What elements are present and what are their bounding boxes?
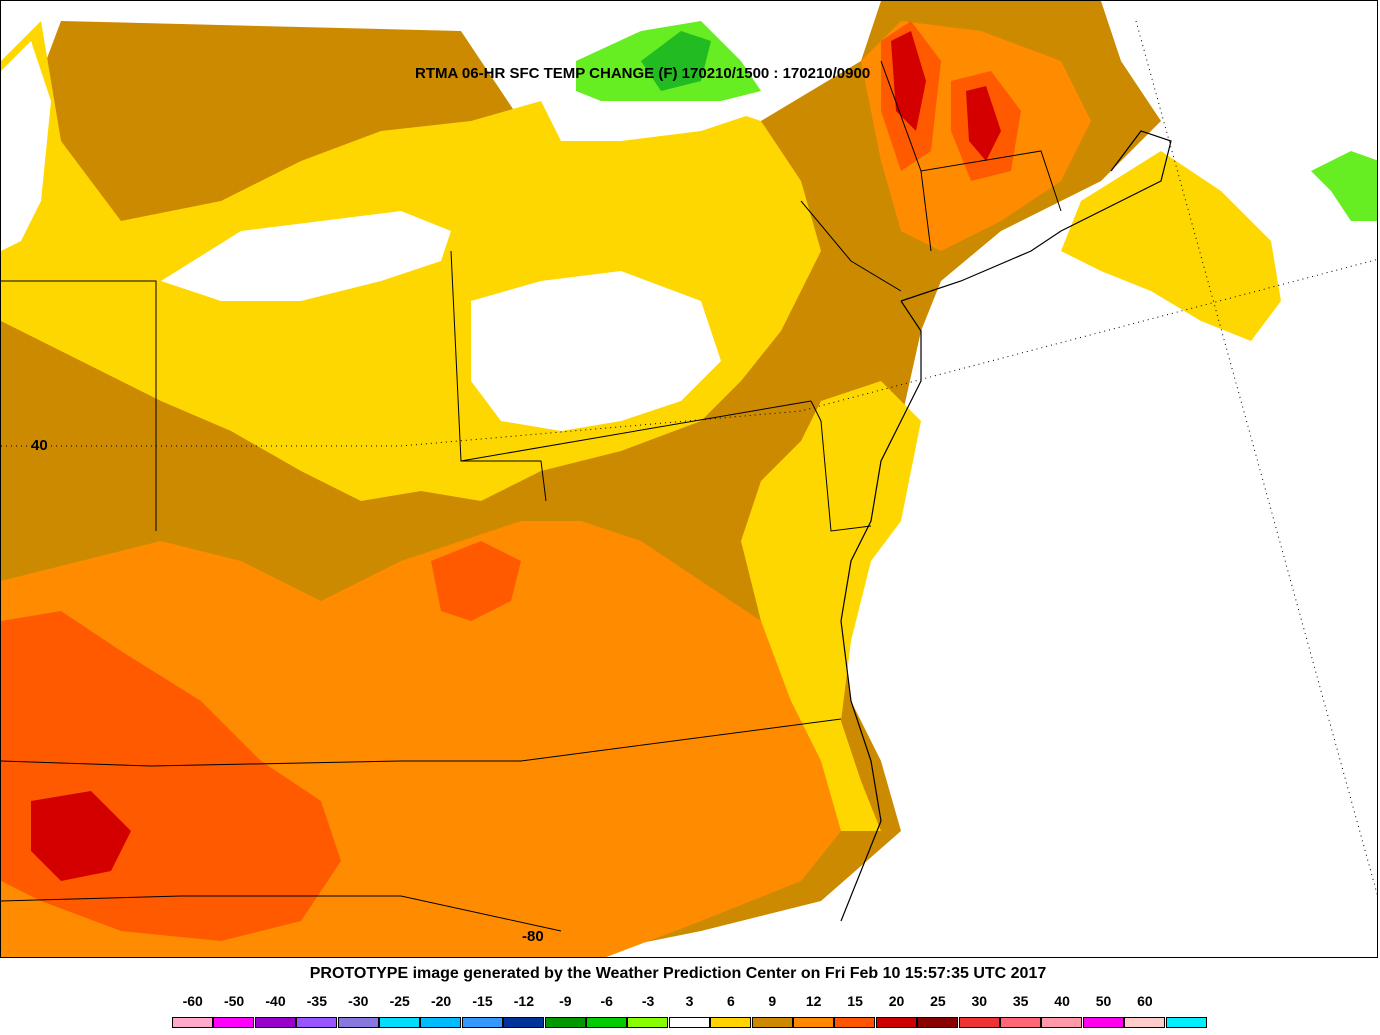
legend-label: -50 (223, 993, 245, 1009)
legend-label: -30 (348, 993, 369, 1009)
legend-label: 3 (685, 993, 694, 1009)
band-15-20-appalachia (31, 791, 131, 881)
map-panel: RTMA 06-HR SFC TEMP CHANGE (F) 170210/15… (0, 0, 1378, 958)
legend-label: 40 (1054, 993, 1070, 1009)
legend-label: -25 (389, 993, 410, 1009)
legend-swatch (710, 1017, 752, 1028)
legend-swatch (1082, 1017, 1124, 1028)
legend-swatch (379, 1017, 420, 1028)
band-15-20-nh (966, 86, 1001, 161)
legend-swatch (1041, 1017, 1083, 1028)
legend-swatch (668, 1017, 710, 1028)
legend-swatch (958, 1017, 1000, 1028)
legend-label: 15 (847, 993, 863, 1009)
band-15-20-vt (891, 31, 926, 131)
legend-label: 30 (971, 993, 988, 1009)
legend-label: 6 (726, 993, 735, 1009)
band-12-15-wv (431, 541, 521, 621)
graticule (1, 20, 1377, 896)
legend-swatch (586, 1017, 627, 1028)
legend-label: 20 (888, 993, 905, 1009)
legend-swatch (793, 1017, 834, 1028)
band-3-6-capecod (1061, 151, 1281, 341)
state-boundaries (1, 60, 1062, 932)
legend-swatch (254, 1017, 296, 1028)
legend-label: 60 (1137, 993, 1153, 1009)
band-near-zero-pa (471, 271, 721, 431)
legend-swatch (461, 1017, 503, 1028)
legend-label: -6 (600, 993, 613, 1009)
legend-label: 9 (768, 993, 777, 1009)
legend-labels: -60 -50 -40 -35 -30 -25 -20 -15 -12 -9 -6 -3 3 6 9 12 15… (0, 993, 1380, 1013)
legend-swatch (1165, 1017, 1207, 1028)
band-minus6-ontario (641, 31, 711, 91)
legend-swatch (1124, 1017, 1166, 1028)
legend-swatch (751, 1017, 793, 1028)
legend-label: 50 (1095, 993, 1112, 1009)
map-title: RTMA 06-HR SFC TEMP CHANGE (F) 170210/15… (415, 65, 871, 82)
legend-label: -12 (513, 993, 534, 1009)
coastline (840, 130, 1172, 922)
legend-swatch (296, 1017, 338, 1028)
legend-swatch (213, 1017, 255, 1028)
legend-swatch (875, 1017, 917, 1028)
legend-swatch (834, 1017, 876, 1028)
legend-label: 35 (1012, 993, 1029, 1009)
legend-swatch (503, 1017, 545, 1028)
legend-label: -60 (182, 993, 203, 1009)
lake-huron (1, 41, 51, 251)
lake-erie (161, 211, 451, 301)
temperature-change-map (1, 1, 1377, 957)
legend-label: 25 (930, 993, 946, 1009)
legend-swatch (420, 1017, 462, 1028)
longitude-label: -80 (522, 928, 544, 945)
legend-label: -20 (430, 993, 452, 1009)
legend-label: -35 (306, 993, 327, 1009)
latitude-label: 40 (31, 437, 48, 454)
legend-swatch (917, 1017, 959, 1028)
legend-label: 12 (805, 993, 822, 1009)
legend-swatch (1000, 1017, 1041, 1028)
footer-credit: PROTOTYPE image generated by the Weather… (309, 965, 1047, 982)
legend-label: -15 (472, 993, 493, 1009)
legend-swatch (544, 1017, 586, 1028)
legend-label: -40 (265, 993, 286, 1009)
legend-label: -3 (641, 993, 655, 1009)
legend-swatch (627, 1017, 669, 1028)
legend-swatch (172, 1017, 213, 1028)
legend-label: -9 (559, 993, 572, 1009)
band-minus3-novascotia (1311, 151, 1377, 221)
legend-swatch (337, 1017, 379, 1028)
